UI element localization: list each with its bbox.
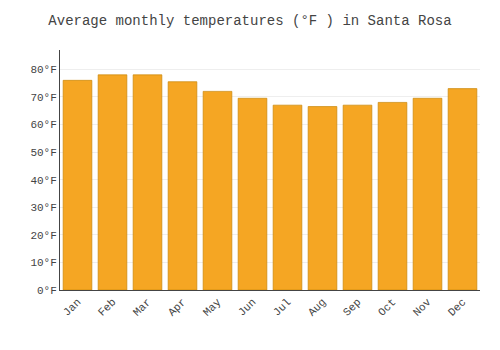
svg-text:Oct: Oct [376,296,398,318]
svg-text:0°F: 0°F [37,285,57,297]
svg-text:May: May [201,296,224,319]
svg-text:Sep: Sep [341,296,363,318]
svg-text:Nov: Nov [411,296,434,319]
svg-text:Dec: Dec [446,296,468,318]
svg-text:80°F: 80°F [30,64,56,76]
svg-text:20°F: 20°F [30,230,56,242]
svg-text:Feb: Feb [96,296,118,318]
svg-text:70°F: 70°F [30,92,56,104]
svg-text:50°F: 50°F [30,147,56,159]
svg-text:Average monthly temperatures (: Average monthly temperatures (°F ) in Sa… [48,13,451,29]
svg-text:60°F: 60°F [30,119,56,131]
svg-text:10°F: 10°F [30,257,56,269]
svg-text:Jul: Jul [271,296,293,318]
svg-text:Mar: Mar [131,296,153,318]
svg-text:30°F: 30°F [30,202,56,214]
svg-text:Aug: Aug [306,296,328,318]
svg-text:Apr: Apr [166,296,188,318]
svg-text:Jun: Jun [236,296,258,318]
svg-text:Jan: Jan [61,296,83,318]
svg-text:40°F: 40°F [30,175,56,187]
